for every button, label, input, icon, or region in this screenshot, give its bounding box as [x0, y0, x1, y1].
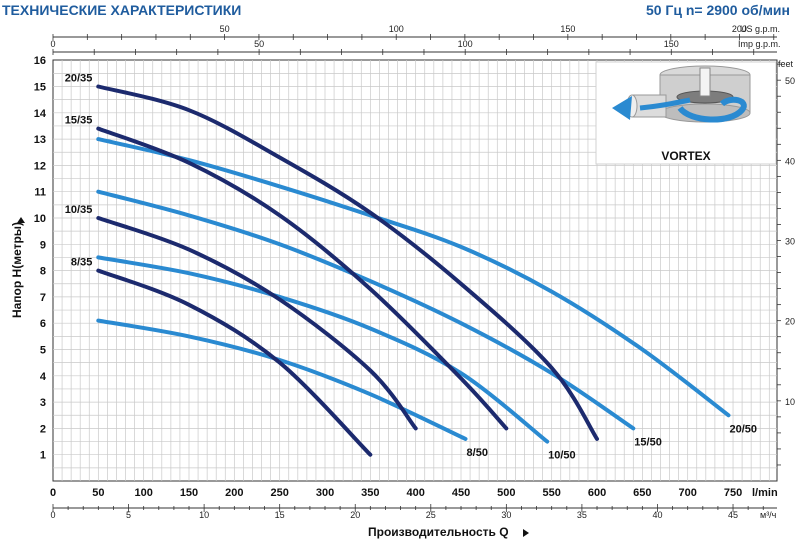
x-tick-label: 300: [316, 487, 334, 499]
curve-label-10-35: 10/35: [65, 204, 93, 216]
x-tick-label: 250: [270, 487, 288, 499]
curve-15-35: [96, 126, 509, 431]
feet-tick-label: 50: [785, 76, 795, 86]
grid: [53, 60, 777, 481]
y-tick-label: 12: [34, 160, 46, 172]
x-tick-label: 500: [497, 487, 515, 499]
curve-label-20-50: 20/50: [729, 423, 757, 435]
imp-tick-label: 50: [254, 39, 264, 49]
y-tick-label: 3: [40, 397, 46, 409]
x-tick-label: 50: [92, 487, 104, 499]
m3h-tick-label: 10: [199, 510, 209, 520]
us-tick-label: 150: [560, 24, 575, 34]
x-axis-arrow-icon: [523, 529, 529, 537]
feet-unit-label: feet: [778, 59, 794, 69]
curve-label-10-50: 10/50: [548, 450, 576, 462]
m3h-tick-label: 20: [350, 510, 360, 520]
y-tick-label: 16: [34, 55, 46, 67]
inset-label: VORTEX: [661, 149, 710, 163]
m3h-tick-label: 45: [728, 510, 738, 520]
x-tick-label: 350: [361, 487, 379, 499]
us-unit-label: US g.p.m.: [740, 24, 780, 34]
curve-10-50: [96, 255, 550, 444]
vortex-impeller-icon: [612, 65, 751, 123]
x-axis-title: Производительность Q: [368, 525, 509, 539]
us-tick-label: 100: [389, 24, 404, 34]
vortex-inset: VORTEX: [595, 61, 777, 165]
y-tick-label: 7: [40, 292, 46, 304]
y-tick-label: 4: [40, 371, 47, 383]
y-axis-title: Напор H(метры): [10, 222, 24, 318]
y-tick-label: 11: [34, 187, 46, 199]
y-tick-label: 5: [40, 345, 46, 357]
curve-15-50: [96, 189, 636, 431]
imp-tick-label: 100: [458, 39, 473, 49]
axes: 0 50 100 150 200 250 300 350 400 450 500 550 600 650 7…: [34, 24, 795, 520]
y-tick-label: 1: [40, 450, 46, 462]
curve-20-35: [96, 84, 599, 441]
curve-20-50: [96, 137, 731, 418]
curve-8-50: [96, 318, 468, 441]
y-tick-label: 15: [34, 82, 46, 94]
x-tick-label: 200: [225, 487, 243, 499]
x-tick-label: 100: [134, 487, 152, 499]
curves: [96, 84, 731, 457]
x-tick-label: 150: [180, 487, 198, 499]
m3h-tick-label: 40: [652, 510, 662, 520]
feet-tick-label: 30: [785, 237, 795, 247]
y-tick-label: 9: [40, 239, 46, 251]
imp-tick-label: 0: [50, 39, 55, 49]
imp-unit-label: Imp g.p.m.: [738, 39, 781, 49]
x-unit-label: l/min: [752, 487, 778, 499]
x-tick-label: 750: [724, 487, 742, 499]
x-tick-label: 650: [633, 487, 651, 499]
curve-label-8-50: 8/50: [467, 447, 488, 459]
x-tick-label: 400: [407, 487, 425, 499]
x-tick-label: 0: [50, 487, 56, 499]
imp-tick-label: 150: [664, 39, 679, 49]
y-axis-arrow-icon: [17, 217, 25, 223]
x-tick-label: 700: [679, 487, 697, 499]
us-tick-label: 200: [732, 24, 747, 34]
y-tick-label: 14: [34, 108, 47, 120]
curve-label-15-35: 15/35: [65, 115, 93, 127]
curve-10-35: [96, 216, 418, 431]
feet-tick-label: 40: [785, 156, 795, 166]
curve-label-8-35: 8/35: [71, 257, 92, 269]
x-tick-label: 450: [452, 487, 470, 499]
m3h-tick-label: 5: [126, 510, 131, 520]
m3h-tick-label: 15: [275, 510, 285, 520]
x-tick-label: 550: [543, 487, 561, 499]
y-tick-label: 13: [34, 134, 46, 146]
y-tick-label: 8: [40, 266, 46, 278]
m3h-tick-label: 30: [501, 510, 511, 520]
curve-8-35: [96, 268, 373, 457]
y-tick-label: 2: [40, 423, 46, 435]
feet-tick-label: 20: [785, 317, 795, 327]
m3h-tick-label: 35: [577, 510, 587, 520]
m3h-tick-label: 0: [50, 510, 55, 520]
us-tick-label: 50: [220, 24, 230, 34]
y-tick-label: 6: [40, 318, 46, 330]
spec-text: 50 Гц n= 2900 об/мин: [645, 2, 790, 18]
curve-label-20-35: 20/35: [65, 73, 93, 85]
m3h-unit-label: м³/ч: [760, 510, 777, 520]
feet-tick-label: 10: [785, 397, 795, 407]
curve-label-15-50: 15/50: [634, 436, 662, 448]
x-tick-label: 600: [588, 487, 606, 499]
y-tick-label: 10: [34, 213, 46, 225]
m3h-tick-label: 25: [426, 510, 436, 520]
curve-labels: 20/50 15/50 10/50 8/50 20/35 15/35 10/35 8/35: [65, 73, 757, 462]
chart-title: ТЕХНИЧЕСКИЕ ХАРАКТЕРИСТИКИ: [2, 2, 242, 18]
